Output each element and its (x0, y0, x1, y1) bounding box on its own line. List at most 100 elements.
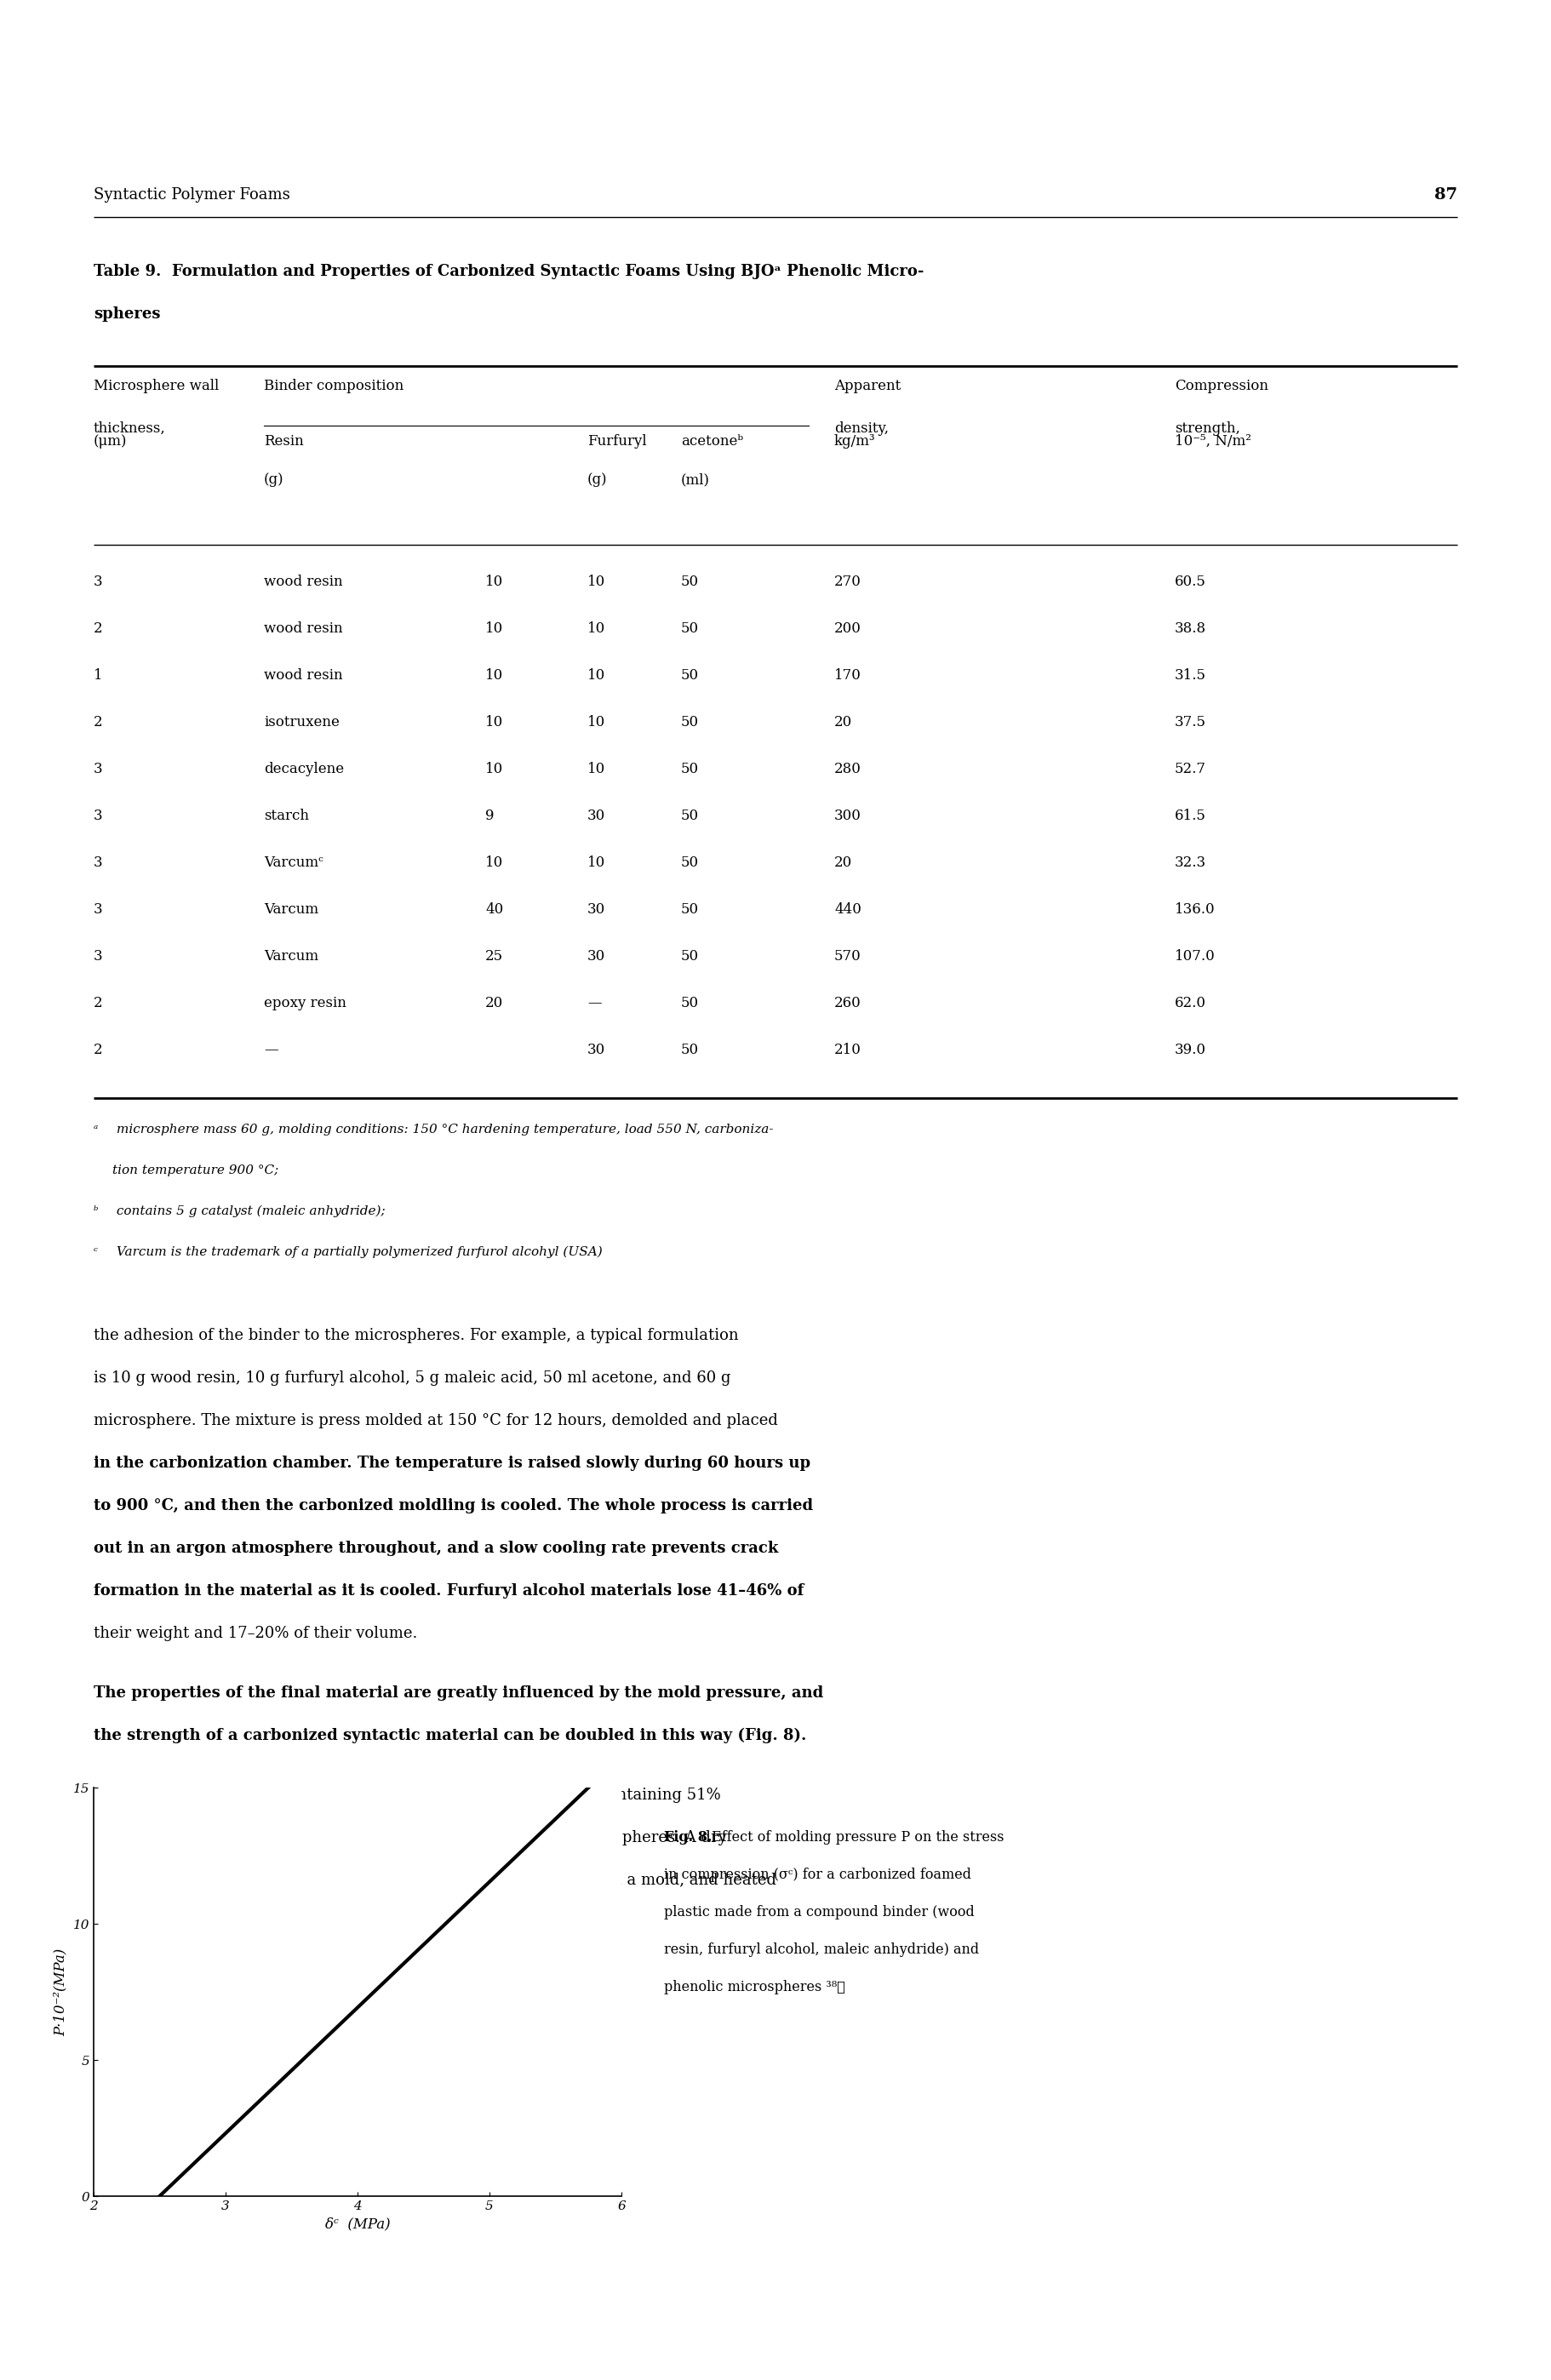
Text: 10: 10 (588, 762, 605, 776)
Text: 260: 260 (834, 995, 861, 1012)
Text: 40: 40 (485, 902, 504, 916)
Text: 10: 10 (485, 714, 504, 731)
Text: 30: 30 (588, 950, 605, 964)
Text: Varcumᶜ: Varcumᶜ (264, 854, 323, 871)
Text: Varcum: Varcum (264, 950, 318, 964)
Text: —: — (588, 995, 602, 1012)
Text: 50: 50 (681, 950, 700, 964)
Text: kg/m³: kg/m³ (834, 433, 876, 447)
Text: The properties of the final material are greatly influenced by the mold pressure: The properties of the final material are… (93, 1685, 824, 1702)
Text: 30: 30 (588, 902, 605, 916)
Text: Nicholson and Thomas ¹¹³⧩ reported carbonized plastic foams containing 51%: Nicholson and Thomas ¹¹³⧩ reported carbo… (93, 1787, 721, 1804)
Text: 60.5: 60.5 (1174, 574, 1207, 588)
Text: carbon, made from novolac or epoxy oligomers and phenolic microspheres. A dry: carbon, made from novolac or epoxy oligo… (93, 1830, 727, 1845)
Text: ᵃ: ᵃ (93, 1123, 98, 1135)
Text: 20: 20 (834, 714, 853, 731)
Text: 10: 10 (588, 854, 605, 871)
Text: 280: 280 (834, 762, 861, 776)
Text: 3: 3 (93, 854, 102, 871)
Text: Syntactic Polymer Foams: Syntactic Polymer Foams (93, 188, 290, 202)
Text: 3: 3 (93, 950, 102, 964)
Text: resin, furfuryl alcohol, maleic anhydride) and: resin, furfuryl alcohol, maleic anhydrid… (664, 1942, 979, 1956)
Text: tion temperature 900 °C;: tion temperature 900 °C; (112, 1164, 279, 1176)
Text: Resin: Resin (264, 433, 304, 447)
Text: 1: 1 (93, 669, 102, 683)
Text: 10: 10 (485, 762, 504, 776)
Text: 440: 440 (834, 902, 861, 916)
Text: 10: 10 (485, 854, 504, 871)
Text: Varcum is the trademark of a partially polymerized furfurol alcohyl (USA): Varcum is the trademark of a partially p… (112, 1247, 602, 1259)
Text: 20: 20 (834, 854, 853, 871)
Text: 52.7: 52.7 (1174, 762, 1207, 776)
Text: 50: 50 (681, 621, 700, 635)
Text: —: — (264, 1042, 278, 1057)
Text: 50: 50 (681, 995, 700, 1012)
Text: 50: 50 (681, 669, 700, 683)
Text: 10: 10 (485, 621, 504, 635)
Text: 2: 2 (93, 995, 102, 1012)
Text: 3: 3 (93, 902, 102, 916)
Text: 10: 10 (588, 714, 605, 731)
Text: their weight and 17–20% of their volume.: their weight and 17–20% of their volume. (93, 1626, 417, 1642)
Text: 50: 50 (681, 574, 700, 588)
Text: 37.5: 37.5 (1174, 714, 1207, 731)
Text: ᶜ: ᶜ (93, 1247, 98, 1259)
Text: 25: 25 (485, 950, 503, 964)
Text: Binder composition: Binder composition (264, 378, 403, 393)
Text: 39.0: 39.0 (1174, 1042, 1207, 1057)
Text: 300: 300 (834, 809, 861, 823)
Text: is 10 g wood resin, 10 g furfuryl alcohol, 5 g maleic acid, 50 ml acetone, and 6: is 10 g wood resin, 10 g furfuryl alcoho… (93, 1371, 731, 1385)
Text: 50: 50 (681, 902, 700, 916)
Text: 10: 10 (588, 621, 605, 635)
Text: to 900 °C, and then the carbonized moldling is cooled. The whole process is carr: to 900 °C, and then the carbonized moldl… (93, 1497, 813, 1514)
Text: thickness,: thickness, (93, 421, 166, 436)
Text: Compression: Compression (1174, 378, 1269, 393)
Text: 50: 50 (681, 1042, 700, 1057)
Text: 32.3: 32.3 (1174, 854, 1207, 871)
Text: 31.5: 31.5 (1174, 669, 1207, 683)
Text: plastic made from a compound binder (wood: plastic made from a compound binder (woo… (664, 1904, 974, 1921)
Text: wood resin: wood resin (264, 621, 343, 635)
Y-axis label: P·10⁻²(MPa): P·10⁻²(MPa) (54, 1947, 68, 2035)
Text: microsphere. The mixture is press molded at 150 °C for 12 hours, demolded and pl: microsphere. The mixture is press molded… (93, 1414, 779, 1428)
Text: at 150 °C for 3 hours under 2 × 10⁴ Pa.: at 150 °C for 3 hours under 2 × 10⁴ Pa. (93, 1916, 402, 1930)
Text: Furfuryl: Furfuryl (588, 433, 647, 447)
Text: Varcum: Varcum (264, 902, 318, 916)
Text: 20: 20 (485, 995, 504, 1012)
Text: (ml): (ml) (681, 471, 710, 488)
Text: wood resin: wood resin (264, 669, 343, 683)
Text: (μm): (μm) (93, 433, 127, 447)
Text: 10⁻⁵, N/m²: 10⁻⁵, N/m² (1174, 433, 1252, 447)
Text: 3: 3 (93, 574, 102, 588)
Text: 136.0: 136.0 (1174, 902, 1216, 916)
Text: 38.8: 38.8 (1174, 621, 1207, 635)
Text: Apparent: Apparent (834, 378, 901, 393)
Text: charge of resin and filler is mixed in a vibrating mill, then placed in a mold, : charge of resin and filler is mixed in a… (93, 1873, 777, 1887)
Text: microsphere mass 60 g, molding conditions: 150 °C hardening temperature, load 55: microsphere mass 60 g, molding condition… (112, 1123, 774, 1135)
Text: Table 9.  Formulation and Properties of Carbonized Syntactic Foams Using BJOᵃ Ph: Table 9. Formulation and Properties of C… (93, 264, 924, 278)
Text: (g): (g) (588, 471, 608, 488)
Text: 2: 2 (93, 621, 102, 635)
Text: formation in the material as it is cooled. Furfuryl alcohol materials lose 41–46: formation in the material as it is coole… (93, 1583, 803, 1599)
Text: 50: 50 (681, 762, 700, 776)
Text: 200: 200 (834, 621, 861, 635)
Text: acetoneᵇ: acetoneᵇ (681, 433, 743, 447)
Text: spheres: spheres (93, 307, 160, 321)
Text: 570: 570 (834, 950, 861, 964)
Text: ᵇ: ᵇ (93, 1204, 98, 1216)
Text: 50: 50 (681, 854, 700, 871)
Text: the strength of a carbonized syntactic material can be doubled in this way (Fig.: the strength of a carbonized syntactic m… (93, 1728, 807, 1745)
Text: starch: starch (264, 809, 309, 823)
Text: density,: density, (834, 421, 889, 436)
Text: 2: 2 (93, 1042, 102, 1057)
Text: 2: 2 (93, 714, 102, 731)
Text: phenolic microspheres ³⁸⧩: phenolic microspheres ³⁸⧩ (664, 1980, 845, 1994)
Text: in the carbonization chamber. The temperature is raised slowly during 60 hours u: in the carbonization chamber. The temper… (93, 1457, 811, 1471)
Text: 3: 3 (93, 809, 102, 823)
Text: out in an argon atmosphere throughout, and a slow cooling rate prevents crack: out in an argon atmosphere throughout, a… (93, 1540, 779, 1557)
Text: isotruxene: isotruxene (264, 714, 340, 731)
Text: contains 5 g catalyst (maleic anhydride);: contains 5 g catalyst (maleic anhydride)… (112, 1204, 385, 1219)
Text: 10: 10 (588, 669, 605, 683)
Text: 10: 10 (485, 669, 504, 683)
Text: 170: 170 (834, 669, 861, 683)
